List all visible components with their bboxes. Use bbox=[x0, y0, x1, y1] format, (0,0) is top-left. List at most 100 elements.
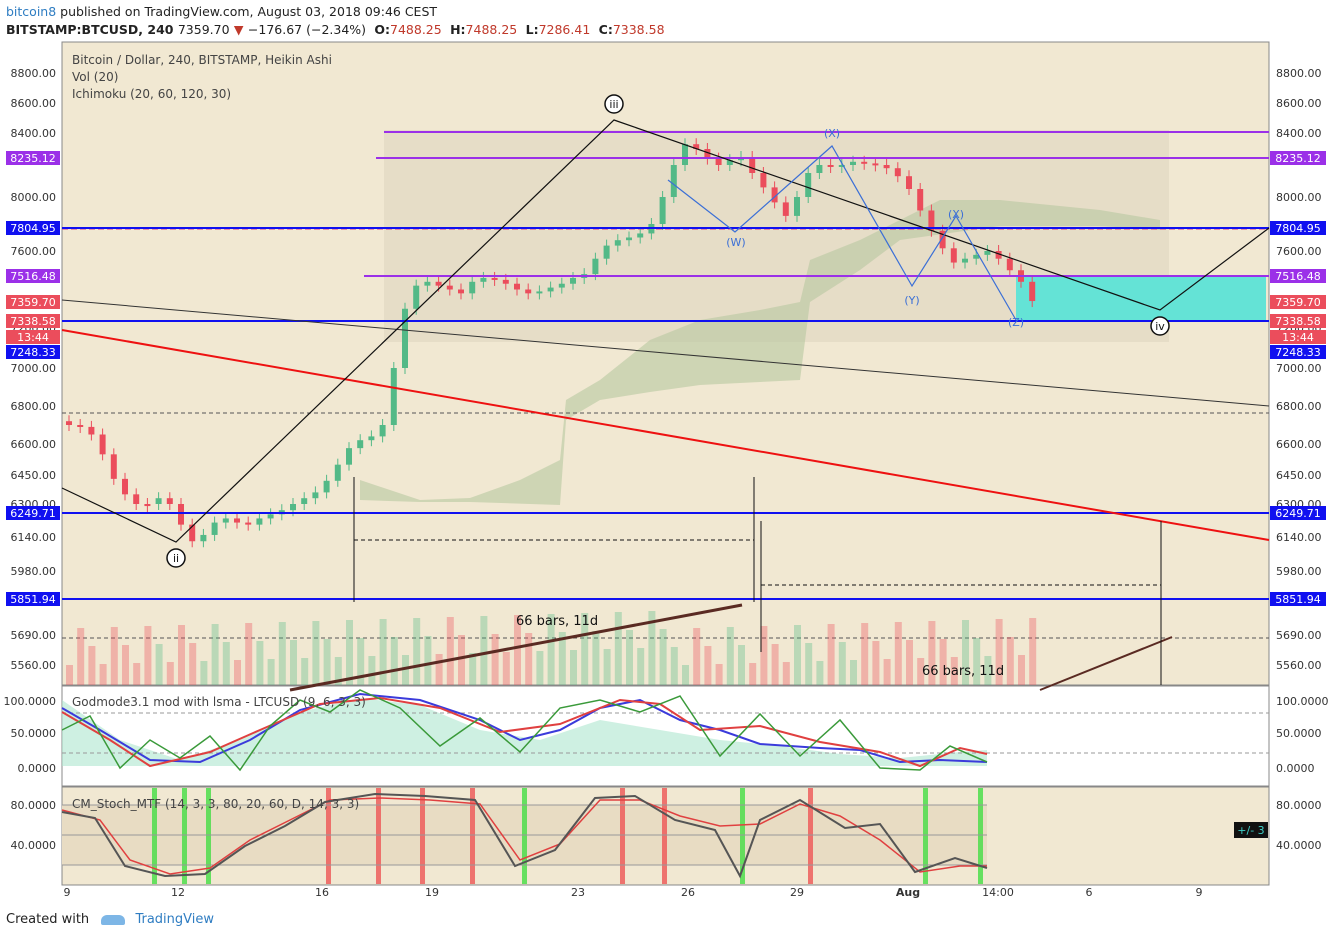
y-tick-left: 6600.00 bbox=[11, 438, 57, 451]
stoch-signal-bar bbox=[522, 788, 527, 884]
volume-bar bbox=[962, 620, 969, 685]
candle-body bbox=[637, 233, 644, 238]
created-with-label: Created with bbox=[6, 912, 90, 927]
candle-body bbox=[491, 277, 498, 280]
wave-w-label: (W) bbox=[726, 236, 745, 249]
volume-bar bbox=[894, 622, 902, 685]
candle-body bbox=[357, 440, 364, 449]
candle-body bbox=[603, 245, 610, 259]
candle-body bbox=[458, 289, 464, 294]
open-value: 7488.25 bbox=[390, 22, 442, 37]
y-tick-left: 6450.00 bbox=[11, 469, 57, 482]
candle-body bbox=[166, 498, 173, 504]
price-tag-left: 7359.70 bbox=[10, 296, 56, 309]
y-tick-left: 5690.00 bbox=[11, 629, 57, 642]
price-tag-right-bg bbox=[1270, 314, 1326, 328]
osc1-tick-right: 100.0000 bbox=[1276, 695, 1329, 708]
candle-body bbox=[838, 165, 845, 167]
candle-body bbox=[749, 157, 756, 173]
candle-body bbox=[704, 149, 711, 159]
price-tag-right: 6249.71 bbox=[1275, 507, 1321, 520]
volume-bar bbox=[525, 633, 533, 685]
volume-bar bbox=[390, 637, 398, 685]
volume-bar bbox=[603, 649, 611, 685]
volume-bar bbox=[77, 628, 85, 685]
price-tag-right-bg bbox=[1270, 506, 1326, 520]
candle-body bbox=[536, 291, 543, 294]
price-chart[interactable]: 8800.00 8800.00 8600.00 8600.00 8400.00 8400.… bbox=[0, 40, 1333, 906]
candle-body bbox=[906, 176, 912, 189]
tradingview-link[interactable]: TradingView bbox=[135, 912, 214, 927]
volume-bar bbox=[88, 646, 96, 685]
bars-label-1: 66 bars, 11d bbox=[516, 614, 598, 629]
price-tag-right-bg bbox=[1270, 221, 1326, 235]
candle-body bbox=[827, 165, 834, 167]
candle-body bbox=[323, 480, 330, 493]
high-value: 7488.25 bbox=[465, 22, 518, 37]
volume-bar bbox=[346, 620, 353, 685]
volume-bar bbox=[357, 638, 365, 685]
y-tick-right: 5690.00 bbox=[1276, 629, 1322, 642]
candle-body bbox=[301, 498, 308, 504]
osc1-tick-left: 50.0000 bbox=[11, 727, 57, 740]
x-tick: 16 bbox=[315, 886, 329, 899]
candle-body bbox=[693, 144, 700, 149]
x-tick: Aug bbox=[896, 886, 920, 899]
candle-body bbox=[995, 251, 1002, 259]
y-tick-right: 7000.00 bbox=[1276, 362, 1322, 375]
candle-body bbox=[234, 518, 240, 523]
volume-bar bbox=[458, 635, 465, 685]
volume-bar bbox=[883, 659, 891, 685]
candle-body bbox=[726, 160, 733, 165]
candle-body bbox=[771, 187, 778, 203]
cyan-target-box bbox=[1016, 276, 1266, 321]
candle-body bbox=[917, 189, 924, 211]
candle-body bbox=[984, 251, 991, 255]
price-tag-left: 6249.71 bbox=[10, 507, 56, 520]
y-tick-right: 8800.00 bbox=[1276, 67, 1322, 80]
y-tick-left: 6140.00 bbox=[11, 531, 57, 544]
x-tick: 29 bbox=[790, 886, 804, 899]
price-tag-right: 7516.48 bbox=[1275, 270, 1321, 283]
candle-body bbox=[950, 248, 957, 263]
volume-bar bbox=[547, 614, 555, 685]
wave-iii-label: iii bbox=[609, 98, 618, 111]
volume-bar bbox=[144, 626, 152, 685]
wave-z-label: (Z) bbox=[1008, 316, 1024, 329]
tradingview-logo-icon bbox=[101, 914, 126, 925]
volume-bar bbox=[749, 663, 757, 685]
y-tick-left: 8000.00 bbox=[11, 191, 57, 204]
volume-bar bbox=[950, 657, 958, 685]
author-link[interactable]: bitcoin8 bbox=[6, 4, 57, 19]
publish-info: published on TradingView.com, August 03,… bbox=[56, 4, 438, 19]
price-change: −176.67 (−2.34%) bbox=[247, 22, 367, 37]
y-tick-left: 5980.00 bbox=[11, 565, 57, 578]
volume-bar bbox=[670, 647, 678, 685]
volume-bar bbox=[682, 665, 689, 685]
candle-body bbox=[558, 283, 565, 288]
volume-bar bbox=[514, 615, 521, 685]
stoch-signal-bar bbox=[326, 788, 331, 884]
candle-body bbox=[816, 165, 823, 173]
y-tick-right: 8400.00 bbox=[1276, 127, 1322, 140]
y-tick-left: 7600.00 bbox=[11, 245, 57, 258]
open-label: O: bbox=[374, 22, 391, 37]
stoch-signal-bar bbox=[182, 788, 187, 884]
candle-body bbox=[973, 254, 980, 259]
x-axis: 9 12 16 19 23 26 29 Aug 14:00 6 9 bbox=[64, 886, 1203, 899]
volume-bar bbox=[984, 656, 992, 685]
volume-bar bbox=[267, 659, 275, 685]
close-value: 7338.58 bbox=[612, 22, 665, 37]
price-tag-left: 7516.48 bbox=[10, 270, 56, 283]
brown-trendline-2 bbox=[1039, 636, 1173, 691]
osc2-tick-right: 40.0000 bbox=[1276, 839, 1322, 852]
volume-bar bbox=[245, 623, 253, 685]
volume-bar bbox=[995, 619, 1003, 685]
volume-bar bbox=[570, 650, 577, 685]
price-tag-left: 7338.58 bbox=[10, 315, 56, 328]
osc2-tick-left: 80.0000 bbox=[11, 799, 57, 812]
volume-bar bbox=[502, 652, 510, 685]
volume-bar bbox=[816, 661, 824, 685]
volume-bar bbox=[122, 645, 129, 685]
volume-bar bbox=[491, 634, 499, 685]
